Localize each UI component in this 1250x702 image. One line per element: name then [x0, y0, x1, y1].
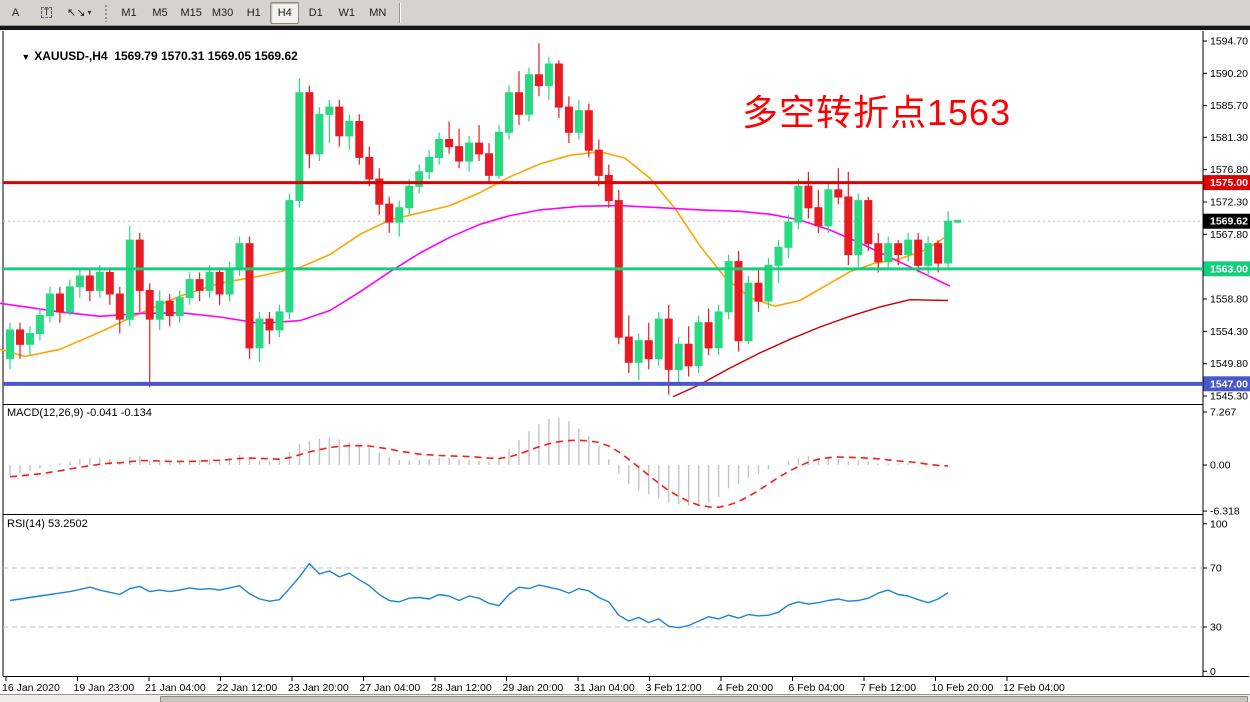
svg-text:10 Feb 20:00: 10 Feb 20:00	[932, 682, 994, 694]
svg-text:30: 30	[1210, 622, 1222, 634]
price-axis-badges: 1575.00 1569.62 1563.00 1547.00	[1203, 175, 1250, 392]
label-tool-icon: A	[11, 6, 20, 19]
price-axis[interactable]	[1203, 30, 1250, 676]
chart-symbol-period: XAUUSD-,H4	[34, 49, 108, 63]
svg-text:100: 100	[1210, 518, 1228, 530]
svg-text:1576.80: 1576.80	[1210, 164, 1248, 176]
svg-text:1581.30: 1581.30	[1210, 132, 1248, 144]
svg-text:0.00: 0.00	[1210, 460, 1231, 472]
svg-text:27 Jan 04:00: 27 Jan 04:00	[360, 682, 421, 694]
svg-text:-6.318: -6.318	[1210, 506, 1240, 518]
timeframe-button-h1[interactable]: H1	[239, 1, 269, 24]
horizontal-level-lines[interactable]	[3, 181, 1203, 386]
toolbar-grip[interactable]	[104, 3, 110, 22]
svg-text:23 Jan 20:00: 23 Jan 20:00	[288, 682, 349, 694]
window-top-border	[0, 26, 1250, 30]
text-tool-button[interactable]: T	[32, 1, 61, 24]
price-axis-labels: 1594.70 1590.20 1585.70 1581.30 1576.80 1572.…	[1203, 36, 1248, 403]
svg-text:1590.20: 1590.20	[1210, 68, 1248, 80]
ma-slow-line	[672, 299, 949, 398]
rsi-level-lines	[3, 567, 1203, 628]
svg-text:16 Jan 2020: 16 Jan 2020	[2, 682, 60, 694]
svg-text:1558.80: 1558.80	[1210, 294, 1248, 306]
chart-text-annotation: 多空转折点1563	[742, 92, 1012, 133]
timeframe-button-w1[interactable]: W1	[332, 1, 362, 24]
svg-text:19 Jan 23:00: 19 Jan 23:00	[74, 682, 135, 694]
candles-layer	[6, 43, 962, 395]
toolbar-separator	[399, 2, 401, 23]
timeframe-button-d1[interactable]: D1	[301, 1, 331, 24]
horizontal-scrollbar[interactable]	[0, 694, 1250, 702]
svg-text:1594.70: 1594.70	[1210, 36, 1248, 48]
svg-text:6 Feb 04:00: 6 Feb 04:00	[789, 682, 845, 694]
chart-title[interactable]: ▼ XAUUSD-,H4 1569.79 1570.31 1569.05 1569…	[8, 35, 298, 77]
svg-text:1567.80: 1567.80	[1210, 229, 1248, 241]
svg-text:1585.70: 1585.70	[1210, 100, 1248, 112]
timeframe-button-m5[interactable]: M5	[145, 1, 175, 24]
svg-text:4 Feb 20:00: 4 Feb 20:00	[717, 682, 773, 694]
svg-text:1575.00: 1575.00	[1210, 177, 1248, 189]
svg-text:31 Jan 04:00: 31 Jan 04:00	[574, 682, 635, 694]
timeframe-buttons-group: M1 M5 M15 M30 H1 H4 D1 W1 MN	[113, 1, 393, 24]
macd-axis-labels: 7.267 0.00 -6.318	[1203, 406, 1240, 518]
svg-text:1545.30: 1545.30	[1210, 391, 1248, 403]
collapse-ohlc-icon[interactable]: ▼	[21, 52, 31, 62]
timeframe-button-m15[interactable]: M15	[176, 1, 206, 24]
svg-text:0: 0	[1210, 666, 1216, 678]
svg-text:28 Jan 12:00: 28 Jan 12:00	[431, 682, 492, 694]
chart-ohlc-values: 1569.79 1570.31 1569.05 1569.62	[114, 49, 298, 63]
dropdown-caret-icon[interactable]: ▾	[87, 8, 92, 17]
text-tool-icon: T	[40, 7, 53, 18]
label-tool-button[interactable]: A	[1, 1, 30, 24]
scrollbar-thumb[interactable]	[160, 696, 1248, 702]
macd-signal-line	[9, 439, 949, 509]
timeframe-button-h4[interactable]: H4	[270, 1, 300, 24]
toolbar: A T ↖↘ ▾ M1 M5 M15 M30 H1 H4 D1 W1 MN	[0, 0, 1250, 26]
svg-text:70: 70	[1210, 563, 1222, 575]
arrows-tool-button[interactable]: ↖↘ ▾	[63, 1, 96, 24]
svg-text:7.267: 7.267	[1210, 406, 1236, 418]
svg-text:1554.30: 1554.30	[1210, 326, 1248, 338]
svg-text:1547.00: 1547.00	[1210, 378, 1248, 390]
rsi-axis-labels: 100 70 30 0	[1203, 518, 1228, 678]
timeframe-button-m1[interactable]: M1	[114, 1, 144, 24]
rsi-line	[9, 562, 949, 629]
macd-histogram	[9, 417, 949, 506]
timeframe-button-m30[interactable]: M30	[207, 1, 238, 24]
arrows-tool-icon: ↖↘	[67, 7, 86, 19]
svg-text:12 Feb 04:00: 12 Feb 04:00	[1003, 682, 1065, 694]
svg-text:1572.30: 1572.30	[1210, 196, 1248, 208]
tool-buttons-group: A T ↖↘ ▾	[0, 1, 96, 24]
svg-text:1569.62: 1569.62	[1210, 216, 1248, 228]
svg-text:1563.00: 1563.00	[1210, 263, 1248, 275]
svg-text:3 Feb 12:00: 3 Feb 12:00	[646, 682, 702, 694]
macd-indicator-label: MACD(12,26,9) -0.041 -0.134	[7, 407, 152, 419]
svg-text:22 Jan 12:00: 22 Jan 12:00	[217, 682, 278, 694]
close-marker	[954, 219, 962, 223]
rsi-indicator-label: RSI(14) 53.2502	[7, 518, 88, 530]
time-axis-labels: 16 Jan 2020 19 Jan 23:00 21 Jan 04:00 22 Ja…	[2, 677, 1065, 694]
timeframe-button-mn[interactable]: MN	[363, 1, 393, 24]
pane-frame	[2, 31, 1249, 677]
svg-text:21 Jan 04:00: 21 Jan 04:00	[145, 682, 206, 694]
svg-text:29 Jan 20:00: 29 Jan 20:00	[503, 682, 564, 694]
svg-text:1549.80: 1549.80	[1210, 358, 1248, 370]
svg-text:7 Feb 12:00: 7 Feb 12:00	[860, 682, 916, 694]
